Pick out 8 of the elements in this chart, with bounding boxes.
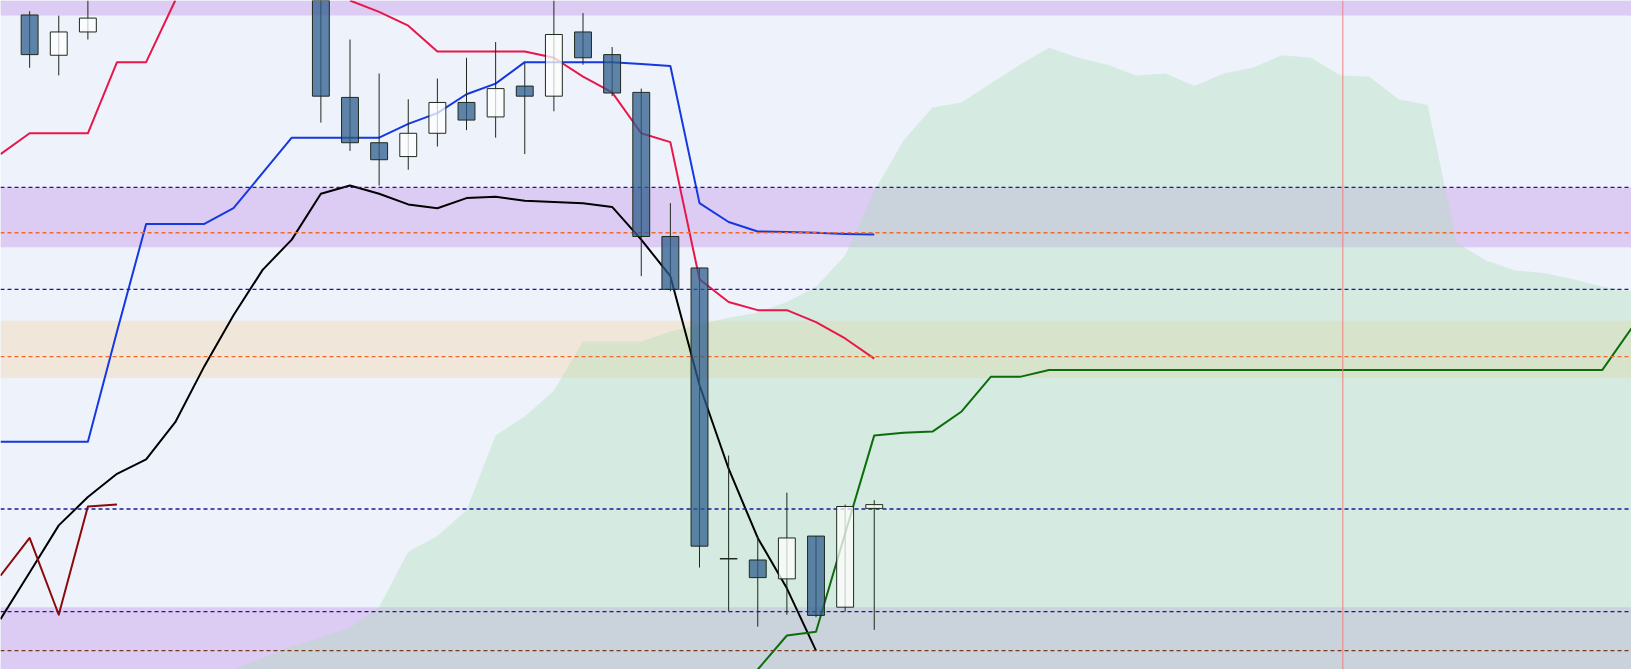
candlestick — [78, 0, 97, 41]
candlestick — [748, 535, 767, 628]
candlestick — [399, 98, 418, 171]
candlestick — [865, 499, 884, 631]
candlestick — [457, 57, 476, 131]
candlestick — [515, 62, 534, 155]
candlestick — [370, 73, 389, 187]
candlestick — [49, 15, 68, 76]
